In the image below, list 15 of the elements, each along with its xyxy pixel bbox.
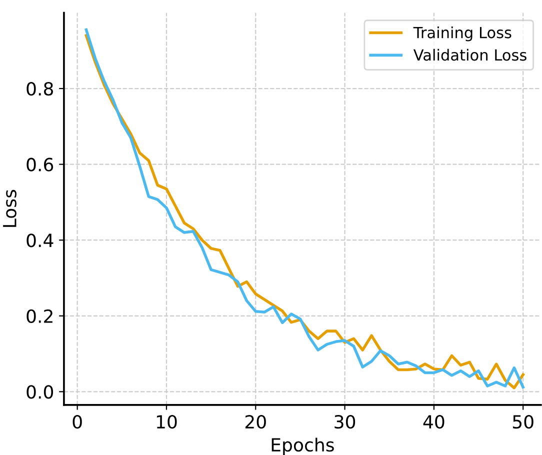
y-tick-label: 0.8: [26, 82, 53, 96]
x-tick-label: 0: [72, 414, 82, 429]
x-tick-label: 50: [512, 414, 534, 429]
y-tick-label: 0.2: [26, 309, 52, 324]
x-axis-title: Epochs: [272, 438, 334, 455]
y-axis-title: Loss: [3, 190, 16, 227]
legend-label: Validation Loss: [413, 48, 526, 61]
legend-label: Training Loss: [413, 26, 512, 42]
y-tick-label: 0.6: [26, 158, 54, 172]
y-tick-label: 0.0: [26, 385, 54, 399]
x-tick-label: 40: [423, 414, 444, 429]
x-tick-label: 10: [156, 414, 177, 429]
x-tick-label: 30: [334, 414, 356, 429]
x-tick-label: 20: [245, 414, 266, 429]
y-tick-label: 0.4: [26, 234, 54, 248]
